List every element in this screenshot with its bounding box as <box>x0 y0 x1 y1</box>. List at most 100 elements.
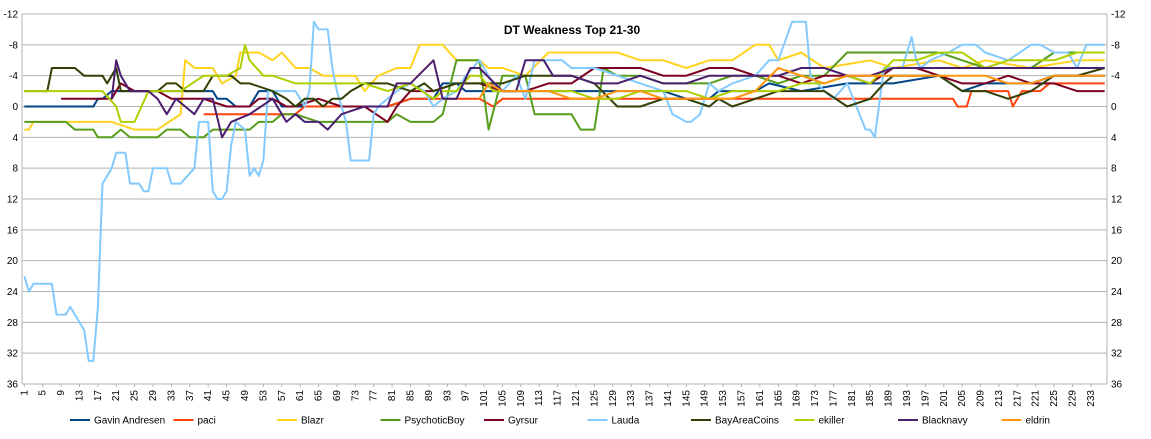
x-tick-label: 217 <box>1012 390 1023 407</box>
x-tick-label: 53 <box>258 390 269 402</box>
x-tick-label: 213 <box>994 390 1005 407</box>
x-tick-label: 85 <box>405 390 416 402</box>
series-line-bayareacoins <box>24 67 1105 108</box>
y-tick-label-left: 24 <box>7 287 19 298</box>
x-tick-label: 137 <box>645 390 656 407</box>
x-tick-label: 121 <box>571 390 582 407</box>
x-tick-label: 25 <box>130 390 141 402</box>
x-tick-label: 229 <box>1068 390 1079 407</box>
x-tick-label: 49 <box>240 390 251 402</box>
series-lines <box>23 20 1105 362</box>
y-tick-label-left: 16 <box>7 225 19 236</box>
y-tick-label-left: 28 <box>7 318 19 329</box>
x-tick-label: 125 <box>589 390 600 407</box>
series-line-lauda <box>23 20 1105 362</box>
x-tick-label: 161 <box>755 390 766 407</box>
legend-label-psychoticboy: PsychoticBoy <box>405 416 465 427</box>
legend-label-gyrsur: Gyrsur <box>508 416 539 427</box>
x-tick-label: 21 <box>111 390 122 402</box>
legend-label-ekiller: ekiller <box>819 416 846 427</box>
x-tick-label: 225 <box>1049 390 1060 407</box>
x-tick-label: 77 <box>369 390 380 402</box>
x-tick-label: 13 <box>74 390 85 402</box>
x-tick-label: 205 <box>957 390 968 407</box>
legend-label-blazr: Blazr <box>301 416 324 427</box>
y-tick-label-right: 36 <box>1111 380 1123 391</box>
y-tick-label-right: 24 <box>1111 287 1123 298</box>
legend-label-bayareacoins: BayAreaCoins <box>715 416 779 427</box>
x-tick-label: 17 <box>93 390 104 402</box>
legend-label-eldrin: eldrin <box>1026 416 1050 427</box>
x-tick-label: 233 <box>1086 390 1097 407</box>
series-line-psychoticboy <box>24 51 1105 139</box>
chart-title: DT Weakness Top 21-30 <box>504 23 641 37</box>
x-tick-label: 157 <box>737 390 748 407</box>
y-tick-label-left: 4 <box>12 133 18 144</box>
y-tick-label-right: 16 <box>1111 225 1123 236</box>
y-tick-label-right: 0 <box>1111 102 1117 113</box>
y-tick-label-right: 4 <box>1111 133 1117 144</box>
x-tick-label: 1 <box>19 390 30 396</box>
x-tick-label: 145 <box>681 390 692 407</box>
x-tick-label: 61 <box>295 390 306 402</box>
x-tick-label: 113 <box>534 390 545 406</box>
x-tick-label: 101 <box>479 390 490 407</box>
x-tick-label: 105 <box>497 390 508 407</box>
x-tick-label: 45 <box>222 390 233 402</box>
series-line-eldrin <box>478 67 1105 100</box>
y-tick-label-right: 8 <box>1111 164 1117 175</box>
series-line-blacknavy <box>110 59 1105 139</box>
legend-label-blacknavy: Blacknavy <box>922 416 968 427</box>
x-tick-label: 165 <box>773 390 784 407</box>
y-tick-label-right: 20 <box>1111 256 1123 267</box>
x-tick-label: 41 <box>203 390 214 402</box>
x-tick-label: 153 <box>718 390 729 407</box>
legend: Gavin Andresen paci Blazr PsychoticBoy Gyrsu… <box>70 416 1050 427</box>
x-tick-label: 185 <box>865 390 876 407</box>
legend-label-lauda: Lauda <box>612 416 640 427</box>
y-tick-label-right: 28 <box>1111 318 1123 329</box>
x-tick-label: 29 <box>148 390 159 402</box>
x-tick-label: 89 <box>424 390 435 402</box>
x-tick-label: 177 <box>828 390 839 407</box>
x-tick-label: 9 <box>56 390 67 396</box>
x-tick-label: 37 <box>185 390 196 402</box>
x-tick-label: 81 <box>387 390 398 402</box>
x-tick-label: 221 <box>1031 390 1042 407</box>
x-tick-label: 173 <box>810 390 821 407</box>
x-tick-label: 169 <box>792 390 803 407</box>
x-tick-label: 5 <box>38 390 49 396</box>
x-tick-label: 73 <box>350 390 361 402</box>
y-tick-label-left: -8 <box>9 40 18 51</box>
y-tick-label-left: 36 <box>7 380 19 391</box>
x-tick-label: 65 <box>314 390 325 402</box>
y-tick-label-left: -4 <box>9 71 18 82</box>
y-tick-label-left: 20 <box>7 256 19 267</box>
x-tick-label: 189 <box>884 390 895 407</box>
x-tick-label: 209 <box>976 390 987 407</box>
y-tick-label-right: -4 <box>1111 71 1120 82</box>
y-tick-label-right: 12 <box>1111 195 1123 206</box>
y-tick-label-left: 12 <box>7 195 19 206</box>
series-line-blazr <box>24 43 1105 131</box>
y-tick-label-left: 0 <box>12 102 18 113</box>
y-tick-label-left: 32 <box>7 349 19 360</box>
x-tick-label: 109 <box>516 390 527 407</box>
x-tick-label: 97 <box>461 390 472 402</box>
x-tick-label: 201 <box>939 390 950 407</box>
x-tick-label: 193 <box>902 390 913 407</box>
legend-label-paci: paci <box>198 416 216 427</box>
x-tick-label: 149 <box>700 390 711 407</box>
y-tick-label-left: -12 <box>4 10 19 21</box>
y-tick-label-right: -12 <box>1111 10 1126 21</box>
x-tick-label: 117 <box>553 390 564 406</box>
x-tick-label: 129 <box>608 390 619 407</box>
x-tick-label: 33 <box>166 390 177 402</box>
x-tick-label: 141 <box>663 390 674 407</box>
x-tick-label: 69 <box>332 390 343 402</box>
x-tick-label: 93 <box>442 390 453 402</box>
axes: -12 -12 -8 -8 -4 -4 0 0 4 4 8 8 12 12 16 16 20 20 24 24 28 28… <box>4 10 1126 407</box>
